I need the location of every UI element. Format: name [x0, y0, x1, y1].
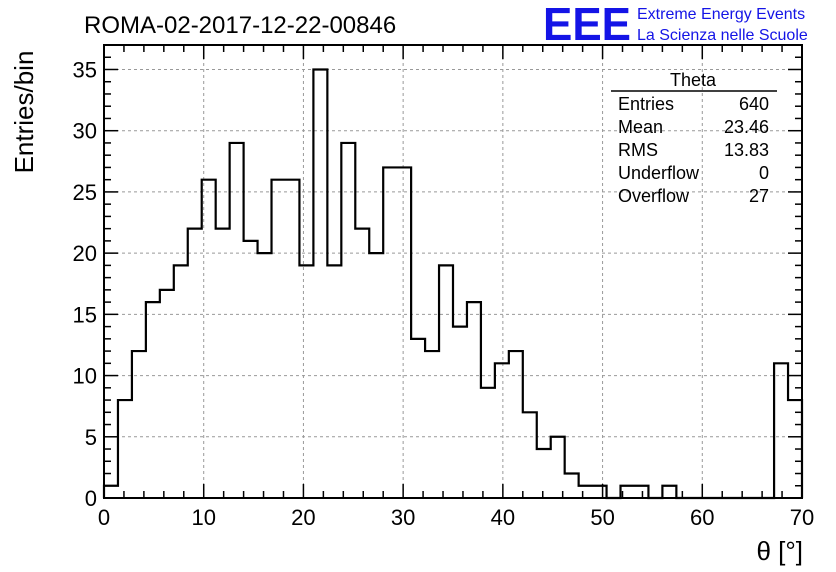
y-tick-label: 25 — [73, 180, 97, 205]
stat-label: Underflow — [618, 163, 700, 183]
eee-logo: EEE Extreme Energy Events La Scienza nel… — [543, 0, 808, 50]
histogram-bin — [299, 265, 313, 498]
histogram-bin — [481, 388, 495, 498]
tick-labels: 0 10 20 30 40 50 60 70 0 5 10 15 20 25 30 35 — [73, 57, 815, 530]
logo-line-1: Extreme Energy Events — [637, 6, 805, 23]
stat-label: RMS — [618, 140, 658, 160]
histogram-bin — [313, 69, 327, 498]
histogram-bin — [537, 449, 551, 498]
stats-title: Theta — [670, 70, 717, 90]
chart-title: ROMA-02-2017-12-22-00846 — [84, 12, 396, 39]
histogram-bin — [509, 351, 523, 498]
histogram-bin — [579, 486, 593, 498]
x-tick-label: 70 — [790, 505, 814, 530]
histogram-bin — [788, 400, 802, 498]
histogram-bin — [565, 474, 579, 498]
y-tick-label: 30 — [73, 119, 97, 144]
stat-value: 13.83 — [724, 140, 769, 160]
histogram-bin — [327, 265, 341, 498]
x-tick-label: 20 — [291, 505, 315, 530]
histogram-bin — [453, 327, 467, 498]
x-tick-label: 50 — [590, 505, 614, 530]
histogram-bin — [355, 229, 369, 498]
histogram-bin — [132, 351, 146, 498]
stat-label: Entries — [618, 94, 674, 114]
x-axis-label: θ [°] — [756, 536, 803, 566]
logo-line-2: La Scienza nelle Scuole — [637, 27, 808, 44]
x-tick-label: 30 — [391, 505, 415, 530]
histogram-bin — [397, 167, 411, 498]
y-tick-label: 5 — [85, 425, 97, 450]
histogram-bin — [495, 363, 509, 498]
histogram-bin — [104, 486, 118, 498]
histogram-bin — [118, 400, 132, 498]
histogram-bin — [621, 486, 635, 498]
x-tick-label: 0 — [98, 505, 110, 530]
stats-box: Theta Entries 640 Mean 23.46 RMS 13.83 Underfl… — [611, 70, 777, 206]
histogram-bin — [202, 180, 216, 498]
histogram-bin — [160, 290, 174, 498]
stat-label: Mean — [618, 117, 663, 137]
histogram-bin — [258, 253, 272, 498]
plot-frame — [103, 44, 803, 499]
histogram-bin — [216, 229, 230, 498]
histogram-bin — [634, 486, 648, 498]
histogram-bin — [662, 486, 676, 498]
x-tick-label: 10 — [191, 505, 215, 530]
histogram-outline — [102, 68, 804, 500]
axis-ticks — [103, 44, 803, 499]
histogram-bin — [425, 351, 439, 498]
histogram-bin — [439, 265, 453, 498]
histogram-bin — [383, 167, 397, 498]
stat-value: 640 — [739, 94, 769, 114]
y-tick-label: 35 — [73, 57, 97, 82]
y-tick-label: 10 — [73, 364, 97, 389]
eee-logo-mark: EEE — [543, 0, 631, 50]
histogram-bin — [341, 143, 355, 498]
x-tick-label: 60 — [690, 505, 714, 530]
histogram-bin — [146, 302, 160, 498]
histogram-bin — [244, 241, 258, 498]
histogram-bin — [523, 412, 537, 498]
histogram-bin — [188, 229, 202, 498]
histogram-bin — [174, 265, 188, 498]
x-tick-label: 40 — [491, 505, 515, 530]
histogram-bin — [230, 143, 244, 498]
stat-label: Overflow — [618, 186, 690, 206]
histogram-bin — [551, 437, 565, 498]
histogram-bin — [285, 180, 299, 498]
y-tick-label: 20 — [73, 241, 97, 266]
stat-value: 0 — [759, 163, 769, 183]
y-axis-label: Entries/bin — [9, 51, 39, 174]
stat-value: 27 — [749, 186, 769, 206]
histogram-bin — [593, 486, 607, 498]
y-tick-label: 0 — [85, 486, 97, 511]
histogram-bin — [774, 363, 788, 498]
histogram-bin — [411, 339, 425, 498]
y-tick-label: 15 — [73, 302, 97, 327]
histogram-bin — [467, 302, 481, 498]
stats-rows: Entries 640 Mean 23.46 RMS 13.83 Underflow 0 Ove… — [618, 94, 769, 206]
histogram-bin — [369, 253, 383, 498]
histogram-bin — [272, 180, 286, 498]
stat-value: 23.46 — [724, 117, 769, 137]
